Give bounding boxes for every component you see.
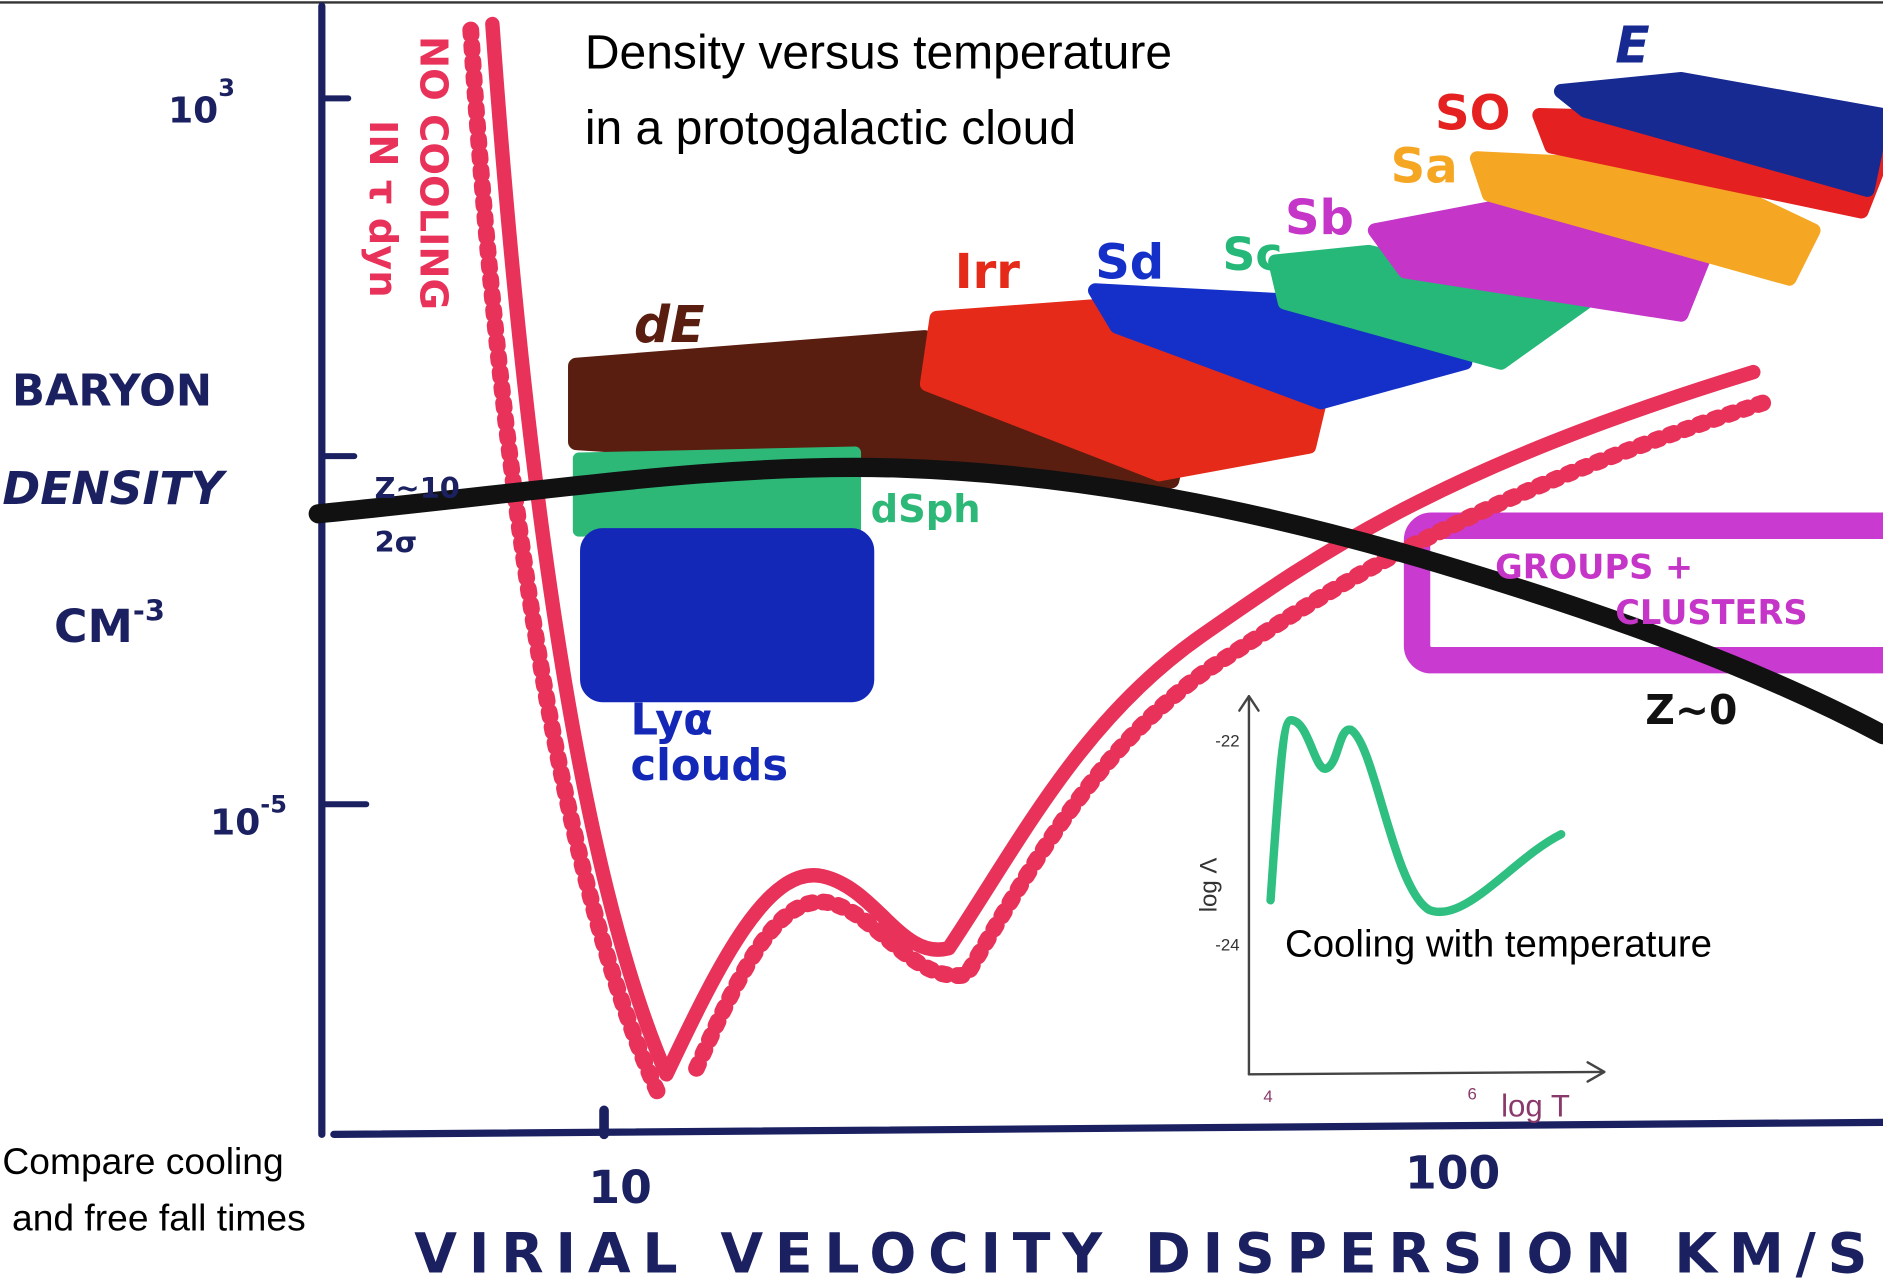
x-tick-label: 100 bbox=[1405, 1146, 1500, 1199]
tick-base: 10 bbox=[168, 90, 218, 131]
sb-label: Sb bbox=[1285, 190, 1354, 246]
y-tick-label: 103 bbox=[168, 74, 235, 131]
y-axis-label: CM-3 bbox=[54, 594, 165, 654]
groups-region bbox=[1403, 512, 1883, 674]
caption: Compare cooling bbox=[2, 1140, 283, 1182]
so-label: SO bbox=[1435, 86, 1510, 142]
title: in a protogalactic cloud bbox=[585, 102, 1076, 155]
inset-y-label: log Λ bbox=[1195, 858, 1222, 913]
inset-cooling-curve bbox=[1266, 716, 1566, 916]
no-cooling-label: NO COOLING bbox=[410, 36, 455, 310]
sa-label: Sa bbox=[1391, 138, 1458, 194]
inset-arrow bbox=[1586, 1061, 1606, 1083]
y-axis-label: DENSITY bbox=[2, 462, 227, 515]
collapse-curve bbox=[308, 457, 1883, 745]
inset-x-label: log T bbox=[1501, 1088, 1570, 1123]
sc-label: Sc bbox=[1223, 228, 1283, 281]
e-label: E bbox=[1615, 15, 1649, 74]
inset-x-tick: 6 bbox=[1467, 1085, 1476, 1104]
inset-y-tick: -22 bbox=[1215, 732, 1239, 751]
inset-arrow bbox=[1238, 695, 1260, 712]
cooling-curve bbox=[485, 16, 1761, 1082]
caption: and free fall times bbox=[12, 1196, 306, 1238]
z0-label: Z~0 bbox=[1645, 686, 1737, 734]
z10-label: Z~10 bbox=[375, 471, 460, 505]
inset-x-axis bbox=[1247, 1070, 1605, 1076]
sd-label: Sd bbox=[1095, 234, 1164, 290]
x-axis-label: VIRIAL VELOCITY DISPERSION KM/S bbox=[414, 1222, 1867, 1282]
lya-label: clouds bbox=[630, 741, 788, 791]
de-label: dE bbox=[634, 295, 705, 354]
y-tick-label: 10-5 bbox=[210, 791, 287, 844]
z10-label: 2σ bbox=[375, 525, 417, 559]
lya-label: Lyα bbox=[630, 696, 713, 746]
inset-caption: Cooling with temperature bbox=[1285, 923, 1712, 966]
sd-region bbox=[1088, 283, 1473, 410]
lya-region bbox=[580, 528, 875, 703]
no-cooling-label: IN τ dyn bbox=[360, 120, 405, 298]
tick-base: 10 bbox=[210, 802, 260, 843]
e-region bbox=[1553, 72, 1883, 197]
label-sup: -3 bbox=[133, 594, 165, 628]
tick-sup: -5 bbox=[260, 791, 287, 819]
x-tick-label: 10 bbox=[588, 1161, 651, 1214]
label-base: CM bbox=[54, 600, 133, 653]
groups-label: CLUSTERS bbox=[1615, 593, 1807, 632]
inset-x-tick: 4 bbox=[1263, 1087, 1272, 1106]
de-region bbox=[568, 330, 1192, 489]
tick-sup: 3 bbox=[218, 74, 235, 102]
title: Density versus temperature bbox=[585, 26, 1172, 79]
sc-region bbox=[1268, 244, 1593, 370]
irr-label: Irr bbox=[955, 244, 1021, 300]
dsph-label: dSph bbox=[871, 487, 981, 532]
sb-region bbox=[1367, 196, 1713, 322]
inset-y-tick: -24 bbox=[1215, 936, 1239, 955]
groups-label: GROUPS + bbox=[1495, 548, 1693, 587]
y-axis-label: BARYON bbox=[12, 367, 212, 417]
x-axis bbox=[330, 1118, 1883, 1138]
